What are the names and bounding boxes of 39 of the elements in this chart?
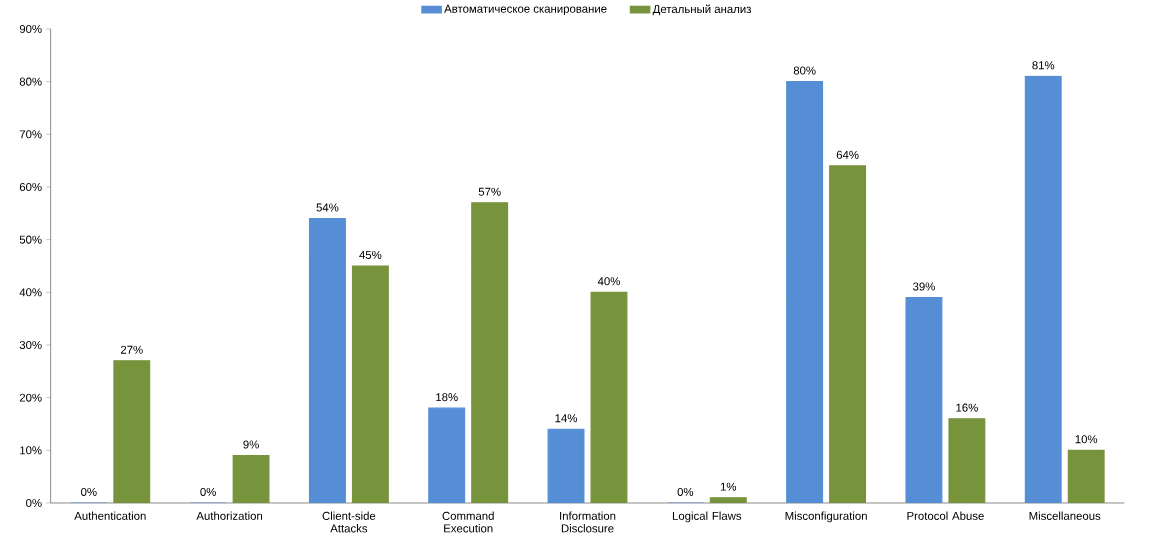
y-tick-label: 60%: [19, 182, 42, 191]
data-label: 14%: [555, 414, 578, 423]
data-label: 9%: [243, 440, 259, 449]
data-label: 16%: [956, 403, 978, 412]
y-tick-label: 90%: [19, 24, 42, 33]
y-tick-label: 10%: [20, 446, 42, 455]
data-label: 27%: [120, 345, 143, 354]
data-label: 18%: [436, 392, 458, 402]
x-tick-label: Miscellaneous: [1029, 511, 1101, 520]
y-tick-label: 20%: [19, 393, 42, 402]
y-tick-label: 30%: [19, 340, 42, 349]
data-label: 80%: [793, 66, 816, 75]
data-label: 39%: [912, 282, 935, 291]
data-label: 0%: [200, 487, 216, 496]
data-label: 0%: [677, 487, 694, 496]
y-tick-label: 0%: [26, 498, 42, 507]
x-tick-label: Authentication: [74, 511, 146, 520]
y-tick-label: 40%: [19, 288, 42, 297]
data-label: 54%: [316, 203, 339, 212]
x-tick-label: Misconfiguration: [785, 511, 867, 523]
data-label: 81%: [1032, 61, 1055, 70]
data-label: 40%: [597, 277, 620, 286]
y-tick-label: 70%: [19, 130, 42, 139]
data-label: 45%: [359, 250, 382, 259]
x-tick-label: Client-side Attacks: [322, 511, 376, 533]
x-tick-label: Protocol Abuse: [907, 511, 984, 520]
data-label: 0%: [81, 487, 97, 496]
x-tick-label: Logical Flaws: [672, 511, 742, 523]
data-label: 10%: [1075, 435, 1098, 444]
data-label: 64%: [836, 150, 859, 159]
data-label: 1%: [720, 482, 737, 491]
x-tick-label: Command Execution: [442, 511, 494, 533]
y-tick-label: 50%: [19, 235, 42, 244]
legend-label: Детальный анализ: [652, 4, 751, 16]
x-tick-label: Authorization: [196, 511, 263, 520]
legend-label: Автоматическое сканирование: [444, 4, 607, 15]
data-label: 57%: [478, 187, 501, 196]
y-tick-label: 80%: [19, 77, 42, 86]
x-tick-label: Information Disclosure: [560, 511, 616, 533]
